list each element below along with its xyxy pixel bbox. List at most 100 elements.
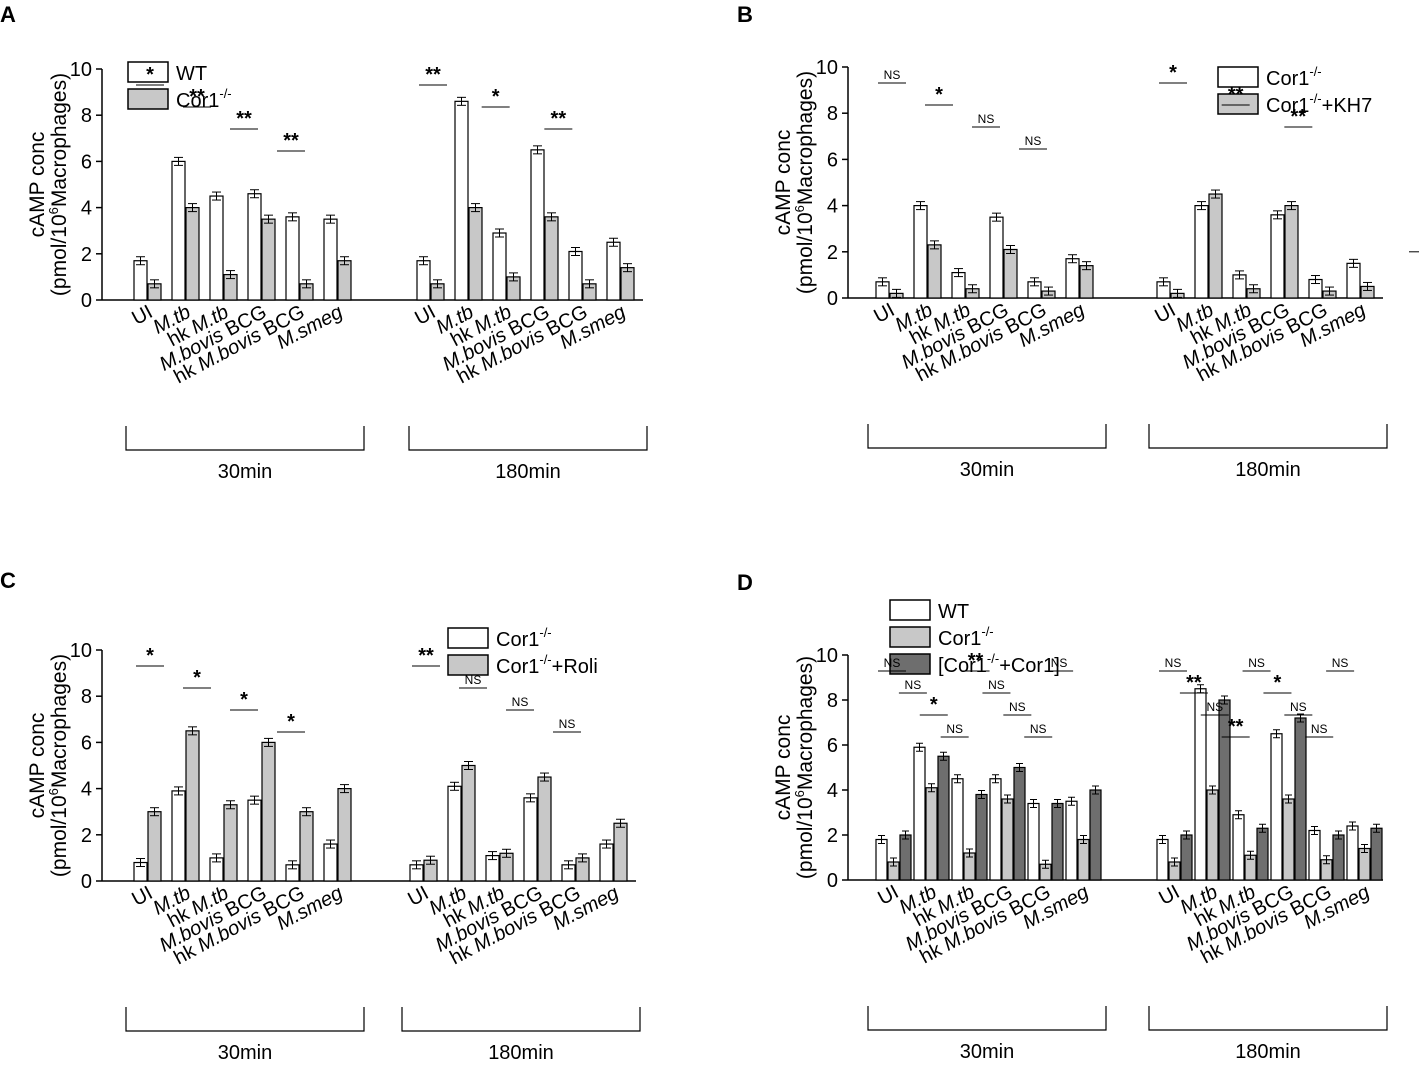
group-label: 30min	[218, 461, 272, 483]
group-label: 180min	[495, 461, 561, 483]
y-tick-label: 8	[827, 690, 838, 712]
y-tick-label: 10	[816, 57, 838, 79]
significance-label: *	[146, 645, 154, 667]
y-tick-label: 4	[81, 198, 92, 220]
significance-label: **	[236, 108, 252, 130]
bar-Cor1Roli-1-1	[461, 764, 476, 882]
y-tick-label: 8	[81, 686, 92, 708]
bar-WT-1-5	[1346, 825, 1359, 881]
legend-label: Cor1-/-+Roli	[496, 652, 598, 678]
significance-label: **	[418, 645, 434, 667]
panel-letter: D	[737, 570, 753, 595]
bar-Cor1-1-3	[523, 797, 538, 882]
legend-label: Cor1-/-	[938, 624, 994, 650]
significance-label: *	[1169, 62, 1177, 84]
bar-Cor1-0-1	[925, 787, 938, 881]
significance-label: NS	[1030, 722, 1047, 736]
significance-label: *	[935, 84, 943, 106]
y-tick-label: 4	[827, 780, 838, 802]
bar-Cor1-1-5	[1358, 847, 1371, 881]
bar-Cor1-1-5	[620, 267, 635, 301]
legend-label: [Cor1-/-+Cor1]	[938, 651, 1060, 677]
bar-WT-0-4	[285, 216, 300, 301]
significance-label: **	[1228, 84, 1244, 106]
y-tick-label: 8	[81, 105, 92, 127]
y-axis-label-units: (pmol/106Macrophages)	[46, 654, 71, 877]
significance-label: NS	[1051, 656, 1068, 670]
significance-label: *	[930, 694, 938, 716]
y-axis-label-units: (pmol/106Macrophages)	[792, 71, 817, 294]
significance-label: NS	[1332, 656, 1349, 670]
y-tick-label: 0	[827, 288, 838, 310]
significance-label: **	[1186, 672, 1202, 694]
y-tick-label: 6	[827, 149, 838, 171]
significance-label: NS	[1206, 700, 1223, 714]
bar-Cor1-0-5	[1065, 258, 1080, 299]
group-label: 180min	[1235, 1041, 1301, 1063]
bar-WT-1-2	[1232, 814, 1245, 881]
y-tick-label: 0	[81, 290, 92, 312]
bar-Cor1Cor1-0-4	[1051, 802, 1064, 881]
y-tick-label: 6	[827, 735, 838, 757]
bar-Cor1KH7-0-5	[1079, 265, 1094, 299]
significance-label: **	[968, 650, 984, 672]
bar-Cor1Roli-0-0	[147, 811, 162, 882]
legend-swatch	[127, 61, 169, 83]
group-bracket	[408, 426, 648, 451]
significance-label: NS	[1025, 134, 1042, 148]
group-bracket	[401, 1007, 641, 1032]
bar-Cor1Roli-1-5	[613, 822, 628, 882]
bar-Cor1-1-1	[468, 207, 483, 301]
bar-WT-1-4	[568, 250, 583, 301]
bar-Cor1-0-3	[261, 218, 276, 301]
significance-label: *	[146, 64, 154, 86]
bar-Cor1Roli-0-1	[185, 730, 200, 882]
group-bracket	[1148, 1006, 1388, 1031]
bar-WT-0-4	[1027, 802, 1040, 881]
bar-WT-0-2	[951, 778, 964, 881]
y-axis-label: cAMP conc	[26, 132, 49, 238]
significance-label: NS	[946, 722, 963, 736]
y-tick-label: 2	[827, 242, 838, 264]
bar-WT-1-0	[1156, 838, 1169, 881]
y-tick-label: 2	[827, 825, 838, 847]
legend-label: Cor1-/-+KH7	[1266, 91, 1372, 117]
significance-label: NS	[1009, 700, 1026, 714]
bar-Cor1-0-1	[185, 207, 200, 301]
significance-label: NS	[1311, 722, 1328, 736]
bar-Cor1Roli-0-4	[299, 811, 314, 882]
legend-label: WT	[938, 601, 969, 623]
significance-label: *	[193, 667, 201, 689]
bar-Cor1Roli-0-3	[261, 741, 276, 882]
bar-WT-0-3	[989, 778, 1002, 881]
significance-label: NS	[988, 678, 1005, 692]
bar-WT-0-5	[323, 218, 338, 301]
bar-WT-1-1	[1194, 688, 1207, 881]
bar-Cor1Cor1-1-0	[1180, 834, 1193, 881]
legend-swatch	[447, 627, 489, 649]
significance-label: NS	[884, 68, 901, 82]
bar-WT-0-3	[247, 193, 262, 301]
bar-Cor1-0-3	[247, 799, 262, 882]
bar-Cor1KH7-0-1	[927, 244, 942, 299]
bar-Cor1Cor1-1-2	[1256, 827, 1269, 881]
legend-label: Cor1-/-	[496, 625, 552, 651]
bar-WT-1-0	[416, 260, 431, 301]
bar-Cor1-0-5	[1077, 838, 1090, 881]
panel-letter: C	[0, 568, 16, 593]
bar-WT-1-3	[1270, 733, 1283, 881]
bar-Cor1KH7-1-3	[1284, 205, 1299, 299]
bar-Cor1Roli-0-2	[223, 804, 238, 882]
bar-WT-0-0	[133, 260, 148, 301]
significance-label: *	[240, 689, 248, 711]
legend-swatch	[127, 88, 169, 110]
significance-label: NS	[512, 695, 529, 709]
significance-label: NS	[465, 673, 482, 687]
significance-label: NS	[559, 717, 576, 731]
bar-Cor1Cor1-1-3	[1294, 717, 1307, 881]
y-tick-label: 6	[81, 732, 92, 754]
bar-Cor1-1-3	[1270, 214, 1285, 299]
bar-Cor1-1-1	[1194, 205, 1209, 299]
